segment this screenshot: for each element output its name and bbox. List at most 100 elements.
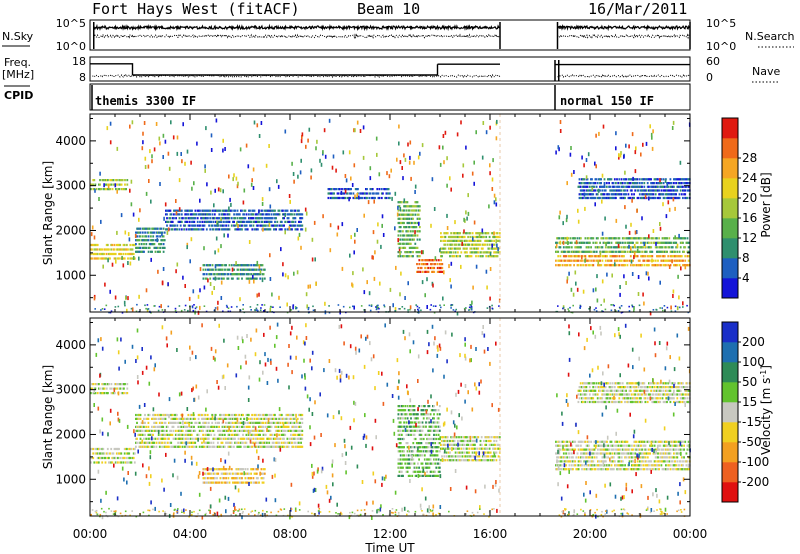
range-cell bbox=[649, 250, 651, 253]
range-cell bbox=[648, 255, 650, 258]
range-cell bbox=[254, 445, 257, 448]
range-cell bbox=[398, 437, 401, 441]
range-cell bbox=[219, 273, 222, 276]
range-cell bbox=[250, 213, 252, 216]
power-ylabel: Slant Range [km] bbox=[41, 161, 55, 265]
range-cell bbox=[92, 383, 95, 386]
range-cell bbox=[156, 227, 159, 230]
range-cell bbox=[474, 247, 476, 250]
scatter-echo bbox=[456, 311, 459, 316]
range-cell bbox=[193, 429, 195, 432]
range-cell bbox=[404, 213, 407, 216]
range-cell bbox=[674, 250, 676, 253]
range-cell bbox=[153, 429, 155, 432]
range-cell bbox=[648, 178, 650, 181]
scatter-echo bbox=[167, 227, 170, 232]
range-cell bbox=[181, 433, 184, 436]
range-cell bbox=[675, 182, 677, 185]
range-cell bbox=[174, 224, 176, 227]
range-cell bbox=[584, 255, 587, 258]
range-cell bbox=[157, 441, 160, 444]
range-cell bbox=[261, 481, 264, 484]
range-cell bbox=[212, 477, 215, 480]
range-cell bbox=[258, 217, 260, 220]
range-cell bbox=[648, 264, 650, 267]
range-cell bbox=[207, 268, 209, 271]
near-range-echo bbox=[615, 310, 617, 312]
range-cell bbox=[219, 224, 222, 227]
range-cell bbox=[678, 185, 681, 188]
scatter-echo bbox=[182, 275, 184, 280]
near-range-echo bbox=[463, 307, 466, 310]
range-cell bbox=[144, 235, 146, 238]
range-cell bbox=[153, 243, 156, 246]
range-cell bbox=[90, 243, 92, 247]
range-cell bbox=[218, 277, 221, 280]
range-cell bbox=[182, 437, 185, 440]
range-cell bbox=[656, 264, 658, 267]
range-cell bbox=[621, 196, 624, 200]
range-cell bbox=[180, 228, 183, 231]
range-cell bbox=[293, 213, 296, 216]
range-cell bbox=[287, 441, 290, 444]
scatter-echo bbox=[125, 295, 127, 300]
colorbar-tick-label: 4 bbox=[742, 271, 750, 285]
range-cell bbox=[558, 241, 561, 244]
range-cell bbox=[193, 217, 196, 220]
scatter-echo bbox=[147, 164, 150, 169]
range-cell bbox=[227, 421, 230, 424]
range-cell bbox=[404, 417, 407, 420]
range-cell bbox=[294, 445, 297, 448]
range-cell bbox=[436, 270, 439, 273]
range-cell bbox=[253, 277, 256, 280]
range-cell bbox=[122, 456, 125, 460]
range-cell bbox=[202, 417, 204, 420]
range-cell bbox=[185, 213, 188, 216]
range-cell bbox=[254, 220, 257, 223]
range-cell bbox=[407, 429, 410, 432]
near-range-echo bbox=[236, 305, 238, 308]
range-cell bbox=[238, 413, 241, 417]
range-cell bbox=[686, 255, 689, 258]
range-cell bbox=[585, 259, 588, 262]
scatter-echo bbox=[192, 289, 195, 294]
range-cell bbox=[261, 209, 264, 212]
range-cell bbox=[459, 232, 461, 235]
scatter-echo bbox=[220, 280, 223, 285]
range-cell bbox=[241, 425, 243, 428]
range-cell bbox=[270, 217, 273, 220]
near-range-echo bbox=[377, 306, 380, 309]
range-cell bbox=[628, 196, 631, 200]
scatter-echo bbox=[159, 141, 161, 146]
range-cell bbox=[671, 246, 674, 249]
range-cell bbox=[278, 417, 281, 420]
range-cell bbox=[118, 188, 121, 191]
range-cell bbox=[262, 441, 265, 444]
range-cell bbox=[216, 468, 218, 471]
range-cell bbox=[661, 246, 664, 249]
scatter-echo bbox=[648, 276, 650, 281]
scatter-echo bbox=[150, 257, 152, 262]
range-cell bbox=[244, 477, 247, 480]
range-cell bbox=[674, 241, 676, 244]
range-cell bbox=[147, 227, 150, 230]
range-cell bbox=[466, 232, 468, 235]
scatter-echo bbox=[635, 146, 637, 151]
range-cell bbox=[245, 277, 248, 280]
range-cell bbox=[261, 213, 264, 216]
range-cell bbox=[666, 241, 668, 244]
range-cell bbox=[148, 433, 151, 436]
range-cell bbox=[155, 227, 158, 230]
range-cell bbox=[492, 247, 494, 250]
scatter-echo bbox=[203, 285, 206, 290]
range-cell bbox=[644, 189, 647, 192]
range-cell bbox=[654, 246, 657, 249]
range-cell bbox=[678, 196, 681, 200]
range-cell bbox=[149, 445, 152, 448]
range-cell bbox=[297, 413, 300, 417]
range-cell bbox=[209, 264, 212, 267]
range-cell bbox=[127, 248, 129, 251]
range-cell bbox=[138, 417, 141, 420]
range-cell bbox=[259, 277, 262, 280]
scatter-echo bbox=[230, 202, 232, 207]
